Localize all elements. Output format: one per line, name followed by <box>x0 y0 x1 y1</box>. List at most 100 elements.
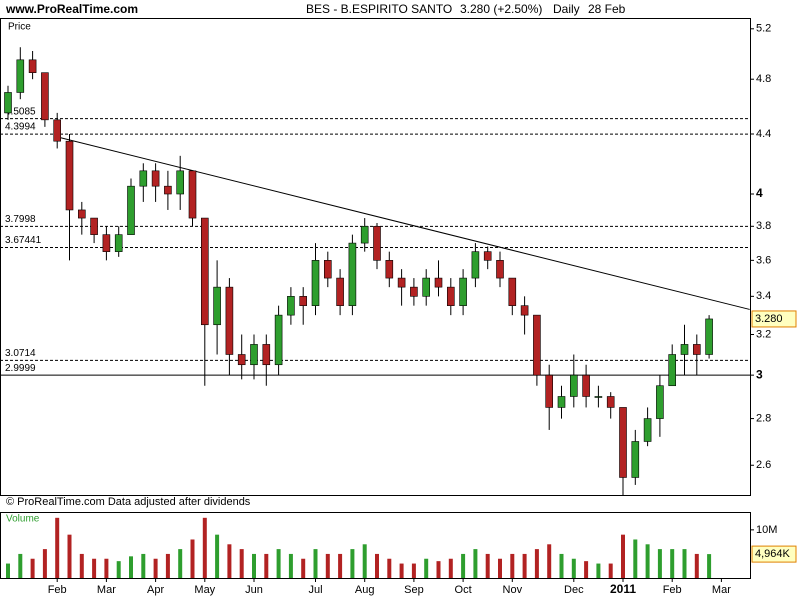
candle-body <box>643 418 652 442</box>
volume-bar <box>190 539 195 578</box>
volume-bar <box>325 553 330 578</box>
candle-body <box>274 314 283 366</box>
volume-bar <box>350 549 355 578</box>
volume-bar <box>473 549 478 578</box>
candle-body <box>471 251 480 279</box>
price-label: Price <box>8 22 31 33</box>
candle-body <box>28 59 37 73</box>
volume-bar <box>116 561 121 578</box>
volume-bar <box>42 549 47 578</box>
candle-body <box>176 170 184 195</box>
volume-bar <box>30 558 35 578</box>
last-price-box <box>751 310 797 328</box>
volume-bar <box>55 517 60 578</box>
candle-body <box>397 277 406 288</box>
volume-bar <box>6 563 10 578</box>
last-volume-box <box>751 545 797 563</box>
volume-label: Volume <box>6 514 40 525</box>
volume-bar <box>239 549 244 578</box>
volume-bar <box>694 553 699 578</box>
volume-bar <box>375 553 379 578</box>
volume-bar <box>670 549 675 578</box>
volume-bar <box>129 556 133 578</box>
volume-bar <box>645 544 650 578</box>
candle-body <box>496 260 504 279</box>
candle-body <box>410 286 418 297</box>
volume-bar <box>510 553 515 578</box>
site-name: www.ProRealTime.com <box>5 2 138 16</box>
period: Daily <box>553 2 580 16</box>
volume-bar <box>682 549 687 578</box>
last-price-label: 3.280 <box>755 313 783 325</box>
x-tick-label: 2011 <box>610 582 636 596</box>
x-tick-label: Mar <box>97 584 116 596</box>
footer: © ProRealTime.com Data adjusted after di… <box>6 496 251 508</box>
level-label: 4.5085 <box>5 106 36 117</box>
x-tick-label: Dec <box>564 584 584 596</box>
volume-bar <box>92 558 97 578</box>
y-tick-label: 5.2 <box>756 23 771 35</box>
candle-body <box>114 234 123 252</box>
candle-body <box>250 344 258 366</box>
candle-body <box>164 185 172 195</box>
candle-body <box>557 396 566 408</box>
y-tick-label: 10M <box>756 524 777 536</box>
volume-bar <box>633 539 638 578</box>
candle-body <box>385 260 394 279</box>
volume-bar <box>522 553 527 578</box>
candle-body <box>348 242 357 306</box>
price-panel <box>0 18 751 496</box>
level-label: 3.67441 <box>5 235 42 246</box>
candle-body <box>520 305 529 316</box>
volume-bar <box>178 549 183 578</box>
volume-bar <box>18 553 23 578</box>
chart-title: BES - B.ESPIRITO SANTO <box>306 2 452 16</box>
candle-body <box>459 277 467 306</box>
x-tick-label: Apr <box>147 584 164 596</box>
candle-body <box>545 374 554 408</box>
volume-bar <box>79 553 84 578</box>
volume-bar <box>498 558 502 578</box>
candle-body <box>237 354 246 366</box>
volume-bar <box>264 553 269 578</box>
last-volume-label: 4,964K <box>755 548 791 560</box>
volume-panel <box>0 512 751 579</box>
level-label: 3.7998 <box>5 214 36 225</box>
candle-body <box>336 277 344 306</box>
candle-body <box>151 170 160 187</box>
volume-bar <box>559 553 564 578</box>
volume-bar <box>424 558 429 578</box>
volume-bar <box>461 553 466 578</box>
candle-body <box>225 286 234 355</box>
y-tick-label: 2.6 <box>756 459 771 471</box>
candle-body <box>422 277 431 297</box>
candle-body <box>705 318 713 355</box>
candle-body <box>262 344 271 366</box>
candle-body <box>594 396 603 398</box>
volume-bar <box>301 558 306 578</box>
volume-bar <box>104 558 109 578</box>
volume-bar <box>313 549 318 578</box>
y-tick-label: 3.2 <box>756 328 771 340</box>
candle-body <box>201 217 209 326</box>
candle-body <box>373 226 381 261</box>
volume-bar <box>338 553 343 578</box>
x-tick-label: Aug <box>355 584 375 596</box>
candle-body <box>16 59 25 93</box>
candle-body <box>656 385 664 419</box>
candle-body <box>446 286 455 306</box>
y-tick-label: 2.8 <box>756 412 771 424</box>
volume-bar <box>387 558 392 578</box>
volume-bar <box>399 563 404 578</box>
x-tick-label: Nov <box>503 584 523 596</box>
date: 28 Feb <box>588 2 626 16</box>
candle-body <box>606 396 615 408</box>
volume-bar <box>596 563 601 578</box>
candle-body <box>434 277 443 288</box>
candle-body <box>65 140 74 211</box>
candle-body <box>692 344 701 355</box>
candle-body <box>41 72 49 121</box>
y-tick-label: 3.4 <box>756 290 771 302</box>
